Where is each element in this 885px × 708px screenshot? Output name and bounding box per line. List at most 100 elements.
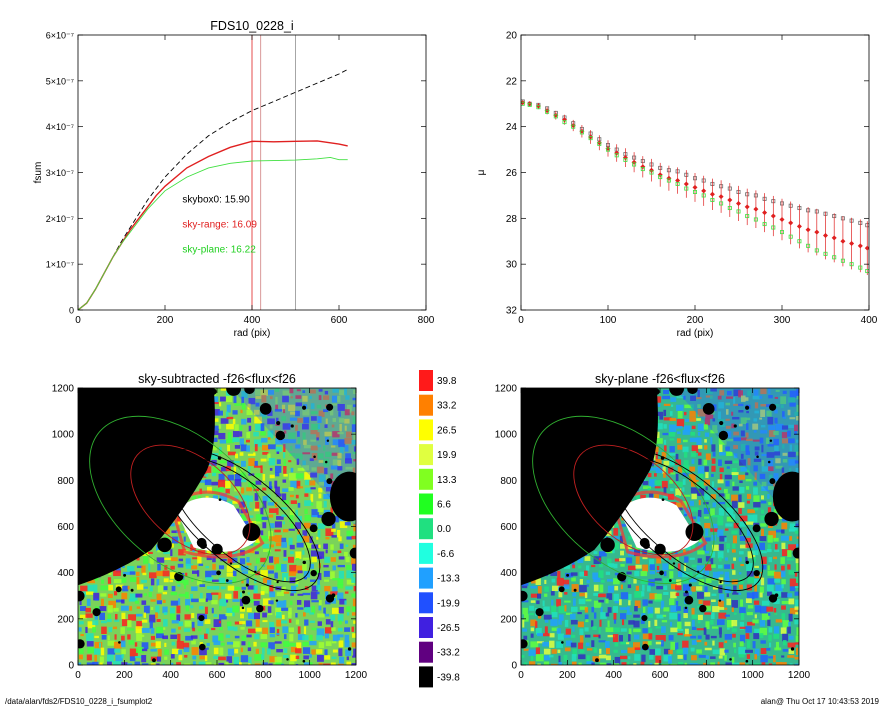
mu-point-sky-plane xyxy=(623,157,628,162)
masked-star xyxy=(229,562,233,565)
mu-point-sky-plane xyxy=(797,239,802,244)
x-axis-label: rad (pix) xyxy=(677,328,714,339)
masked-star xyxy=(641,614,648,622)
masked-star xyxy=(157,537,172,553)
masked-star xyxy=(597,442,605,450)
masked-star xyxy=(113,406,129,423)
masked-star xyxy=(152,658,156,663)
mu-profile-chart: 0 100 200 300 400 20 22 24 26 28 30 32 rad (pix) μ xyxy=(476,31,878,340)
mu-point-sky-plane xyxy=(858,265,863,270)
mu-point-sky-plane xyxy=(536,105,541,110)
masked-star xyxy=(600,537,615,553)
masked-star xyxy=(756,455,759,459)
masked-star xyxy=(521,639,528,649)
masked-star xyxy=(672,562,676,565)
masked-star xyxy=(764,511,779,527)
mu-point-sky-plane xyxy=(823,251,828,256)
masked-star xyxy=(211,543,223,556)
masked-star xyxy=(745,560,749,565)
mu-point-sky-range xyxy=(796,223,802,229)
y-tick-label: 400 xyxy=(57,568,74,579)
colorbar-swatch xyxy=(419,493,433,515)
core-rim xyxy=(612,490,708,559)
colorbar-label: -19.9 xyxy=(437,598,460,609)
masked-star xyxy=(241,606,245,610)
masked-star xyxy=(78,639,85,649)
mu-point-sky-range xyxy=(779,216,785,222)
colorbar-swatch xyxy=(419,617,433,638)
colorbar-label: 39.8 xyxy=(437,376,457,387)
masked-star xyxy=(347,647,352,651)
y-tick-label: 2×10⁻⁷ xyxy=(46,214,74,224)
masked-star xyxy=(321,511,336,527)
y-tick-label: 4×10⁻⁷ xyxy=(46,122,74,132)
x-tick-label: 800 xyxy=(418,315,435,326)
masked-star xyxy=(521,389,525,392)
x-tick-label: 400 xyxy=(605,670,622,681)
masked-star xyxy=(309,524,318,533)
masked-star xyxy=(769,478,776,485)
x-tick-label: 200 xyxy=(687,315,704,326)
masked-star xyxy=(241,590,246,594)
aperture-outer-ellipse xyxy=(89,415,272,584)
y-tick-label: 22 xyxy=(506,76,518,87)
masked-star xyxy=(566,573,570,577)
masked-star xyxy=(244,388,255,395)
mu-point-sky-plane xyxy=(632,162,637,167)
masked-star xyxy=(792,547,799,559)
x-tick-label: 200 xyxy=(559,670,576,681)
masked-star xyxy=(687,388,698,395)
masked-star xyxy=(302,405,307,410)
colorbar-swatch xyxy=(419,592,433,614)
masked-star xyxy=(573,588,577,592)
chart-title: FDS10_0228_i xyxy=(210,19,293,33)
mu-point-sky-range xyxy=(823,233,828,239)
masked-star xyxy=(718,430,729,441)
mu-point-sky-range xyxy=(831,235,837,241)
x-tick-label: 400 xyxy=(861,315,878,326)
mu-point-sky-plane xyxy=(571,124,576,129)
masked-star xyxy=(684,606,688,610)
masked-star xyxy=(521,504,525,508)
y-tick-label: 200 xyxy=(57,614,74,625)
masked-star xyxy=(659,570,664,576)
y-tick-label: 6×10⁻⁷ xyxy=(46,31,74,41)
masked-star xyxy=(310,569,317,577)
mu-point-sky-range xyxy=(675,178,681,184)
masked-star xyxy=(556,406,572,423)
masked-star xyxy=(551,490,555,493)
mu-point-sky-plane xyxy=(527,102,532,107)
mu-point-sky-plane xyxy=(545,109,550,114)
masked-star xyxy=(325,594,335,603)
masked-star xyxy=(719,420,724,426)
masked-star xyxy=(595,658,599,663)
mu-point-sky-plane xyxy=(701,193,706,198)
blue-noise-region xyxy=(673,388,799,527)
masked-star xyxy=(745,405,750,410)
masked-star xyxy=(699,604,707,613)
y-tick-label: 200 xyxy=(500,614,517,625)
colorbar-swatch xyxy=(419,542,433,564)
masked-star xyxy=(561,641,564,644)
masked-star xyxy=(199,541,207,549)
mu-point-sky-plane xyxy=(832,255,837,260)
image-area xyxy=(521,388,799,665)
mu-point-sky-plane xyxy=(762,222,767,227)
fsum-growth-chart: skybox0: 15.90 sky-range: 16.09 sky-plane:… xyxy=(33,19,435,339)
masked-star xyxy=(226,388,242,396)
mu-point-sky-range xyxy=(864,245,869,251)
mu-point-sky-plane xyxy=(806,243,811,248)
masked-star xyxy=(199,463,203,467)
x-tick-label: 100 xyxy=(600,315,617,326)
masked-star xyxy=(245,526,251,532)
colorbar-label: 13.3 xyxy=(437,475,457,486)
x-tick-label: 0 xyxy=(518,670,524,681)
annotation-label: sky-plane: 16.22 xyxy=(182,245,256,256)
colorbar-label: 0.0 xyxy=(437,524,451,535)
y-tick-label: 0 xyxy=(69,306,74,316)
x-tick-label: 800 xyxy=(255,670,272,681)
sky-annulus-outer xyxy=(603,448,764,591)
mu-point-sky-plane xyxy=(753,217,758,222)
y-tick-label: 800 xyxy=(57,476,74,487)
